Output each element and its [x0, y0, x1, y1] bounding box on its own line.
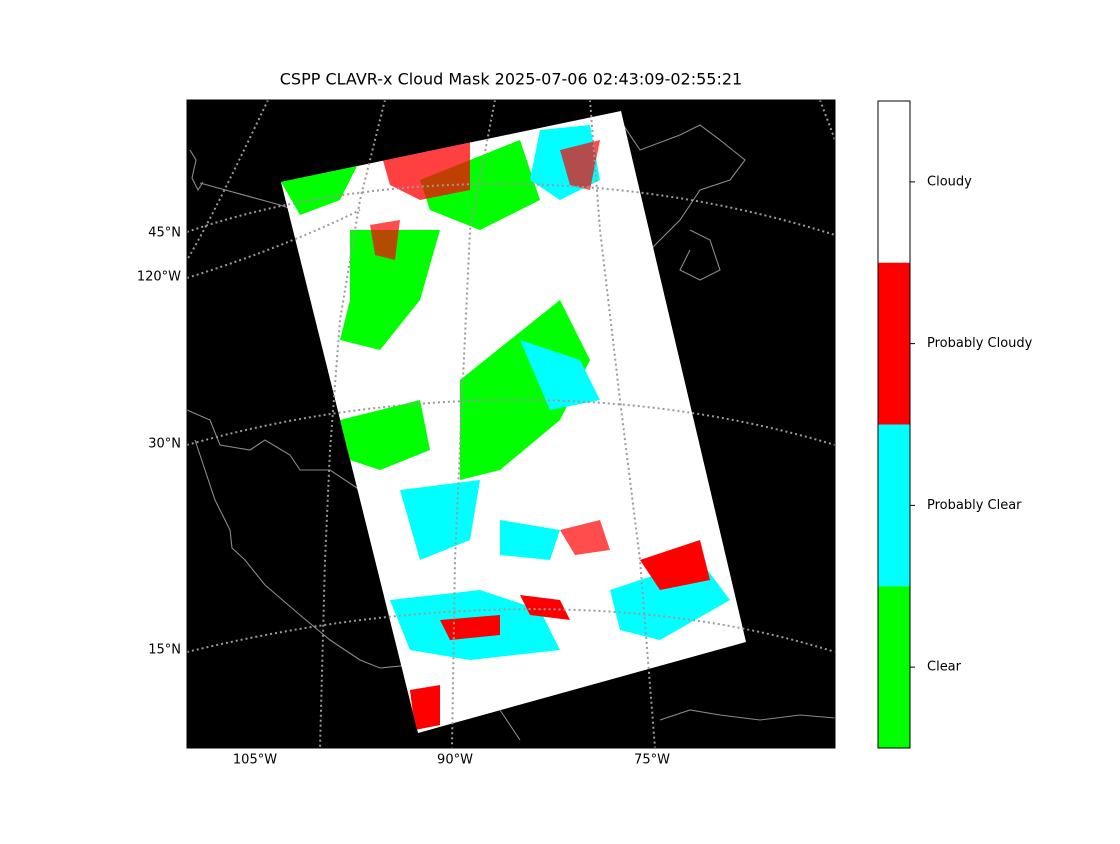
colorbar-frame: [877, 100, 911, 749]
lat-label: 15°N: [148, 643, 181, 658]
colorbar-label: Probably Cloudy: [927, 336, 1033, 351]
lon-label: 120°W: [137, 270, 181, 285]
colorbar-label: Probably Clear: [927, 498, 1022, 513]
map-frame: [186, 99, 836, 749]
map-title: CSPP CLAVR-x Cloud Mask 2025-07-06 02:43…: [280, 70, 742, 89]
colorbar-segment: [878, 101, 910, 263]
colorbar-label: Cloudy: [927, 174, 972, 189]
lon-label: 75°W: [634, 753, 670, 768]
colorbar: Cloudy Probably Cloudy Probably Clear Clear: [877, 100, 1033, 749]
lon-label: 90°W: [437, 753, 473, 768]
colorbar-segment: [878, 262, 910, 425]
lat-label: 30°N: [148, 437, 181, 452]
colorbar-segment: [878, 424, 910, 587]
map: [187, 100, 835, 748]
lon-label: 105°W: [233, 753, 277, 768]
colorbar-segment: [878, 586, 910, 748]
colorbar-label: Clear: [927, 660, 962, 675]
lat-label: 45°N: [148, 226, 181, 241]
cloud-mask: [281, 125, 730, 730]
graticule: [187, 100, 835, 748]
